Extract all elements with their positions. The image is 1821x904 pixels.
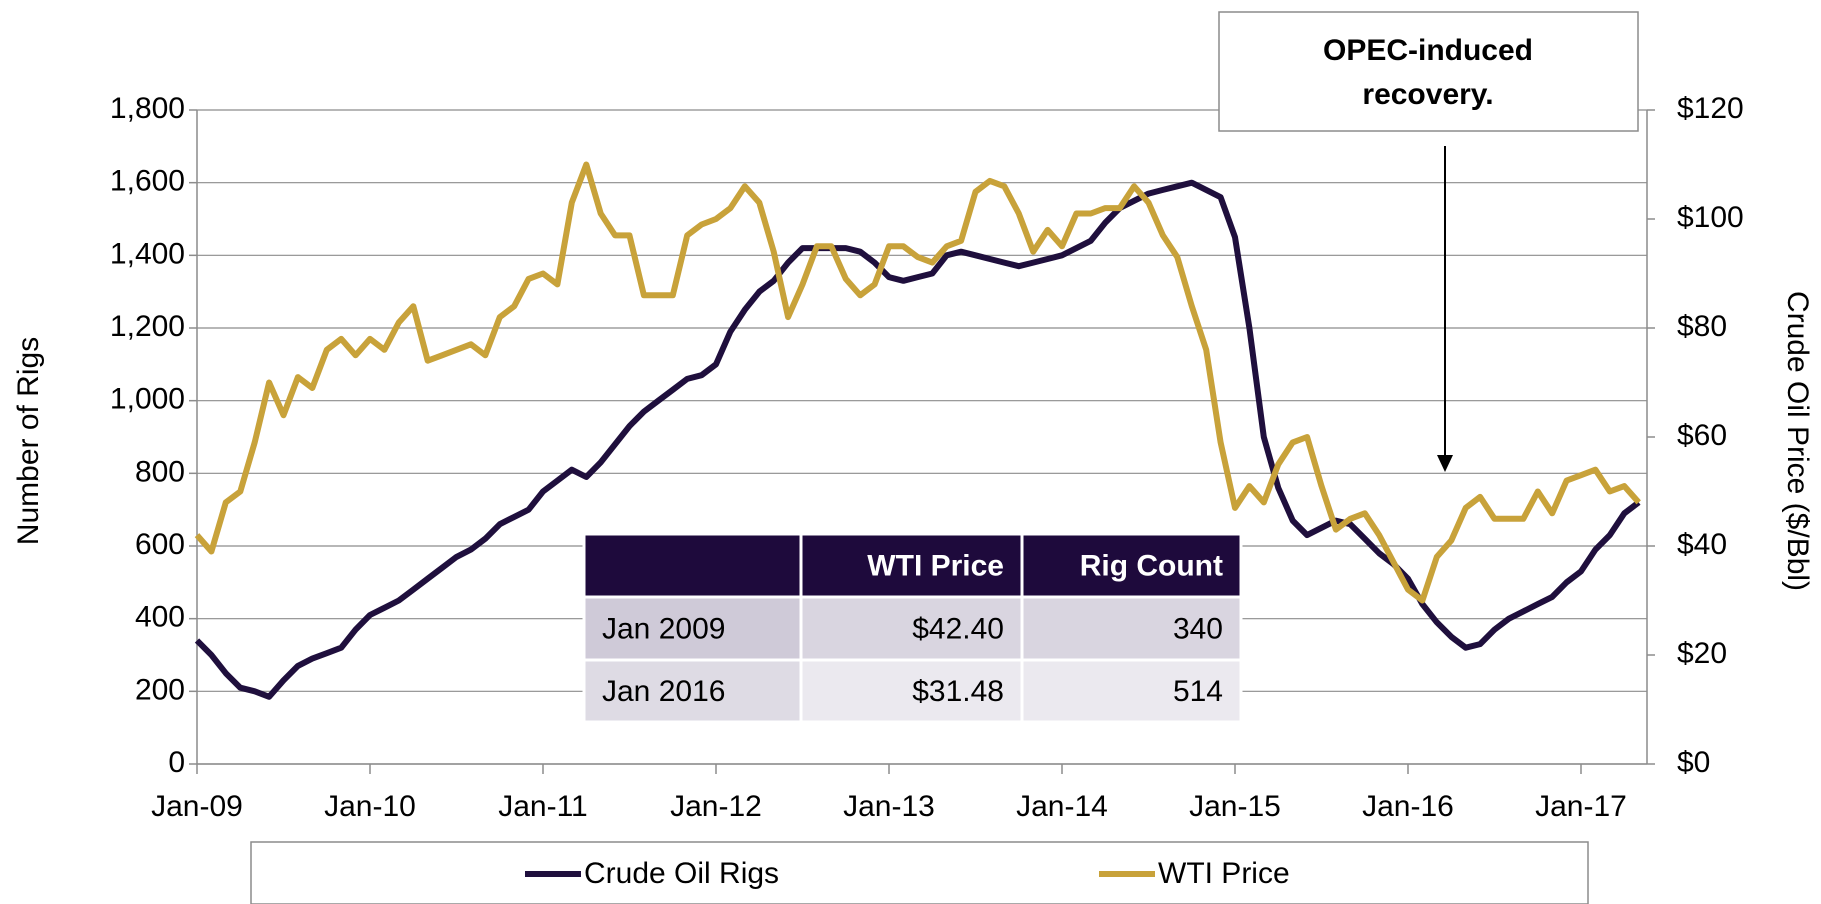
legend: Crude Oil Rigs WTI Price xyxy=(525,857,1290,890)
x-tick-label: Jan-09 xyxy=(151,790,243,823)
y-tick-label: 800 xyxy=(135,455,185,488)
y2-tick-label: $100 xyxy=(1677,201,1744,234)
x-tick-label: Jan-12 xyxy=(670,790,762,823)
y2-tick-label: $80 xyxy=(1677,310,1727,343)
legend-label: WTI Price xyxy=(1158,857,1290,890)
y-tick-label: 400 xyxy=(135,601,185,634)
x-tick-label: Jan-13 xyxy=(843,790,935,823)
y2-tick-label: $60 xyxy=(1677,419,1727,452)
y-tick-label: 1,000 xyxy=(110,383,185,416)
table-cell xyxy=(799,658,1024,724)
table-cell xyxy=(1020,595,1243,662)
y-tick-label: 1,400 xyxy=(110,237,185,270)
annotation-text: recovery. xyxy=(1362,78,1493,111)
y-tick-label: 1,200 xyxy=(110,310,185,343)
table-text: $31.48 xyxy=(912,675,1004,708)
table-header: Rig Count xyxy=(1080,549,1223,582)
x-tick-label: Jan-14 xyxy=(1016,790,1108,823)
x-tick-label: Jan-11 xyxy=(498,790,588,823)
annotation-box xyxy=(1218,11,1639,132)
plot-area: 0 200 400 600 800 1,000 1,200 1,400 1,600 1,800 $0… xyxy=(110,92,1744,823)
y2-tick-label: $120 xyxy=(1677,92,1744,125)
legend-box xyxy=(250,841,1589,904)
y2-tick-label: $0 xyxy=(1677,746,1710,779)
legend-label: Crude Oil Rigs xyxy=(584,857,779,890)
x-tick-label: Jan-15 xyxy=(1189,790,1281,823)
table-cell xyxy=(582,658,803,724)
table-text: Jan 2009 xyxy=(602,612,725,645)
table-text: Jan 2016 xyxy=(602,675,725,708)
table-header-cell xyxy=(582,532,803,599)
table: WTI Price Rig Count Jan 2009 $42.40 340 Jan 2… xyxy=(582,532,1243,724)
table-cell xyxy=(799,595,1024,662)
table-header-cell xyxy=(1020,532,1243,599)
table-text: $42.40 xyxy=(912,612,1004,645)
y2-axis-label: Crude Oil Price ($/Bbl) xyxy=(1781,291,1814,591)
y-tick-label: 1,800 xyxy=(110,92,185,125)
table-header: WTI Price xyxy=(867,549,1004,582)
table-text: 514 xyxy=(1173,675,1223,708)
table-cell xyxy=(1020,658,1243,724)
x-tick-label: Jan-10 xyxy=(324,790,416,823)
arrow-head xyxy=(1437,455,1453,472)
x-tick-label: Jan-16 xyxy=(1362,790,1454,823)
y-tick-label: 600 xyxy=(135,528,185,561)
y-tick-label: 0 xyxy=(168,746,185,779)
y2-tick-label: $20 xyxy=(1677,637,1727,670)
y-tick-label: 1,600 xyxy=(110,165,185,198)
y2-tick-label: $40 xyxy=(1677,528,1727,561)
table-text: 340 xyxy=(1173,612,1223,645)
y-axis-label: Number of Rigs xyxy=(12,337,45,545)
y-tick-label: 200 xyxy=(135,673,185,706)
x-tick-label: Jan-17 xyxy=(1535,790,1627,823)
annotation-text: OPEC-induced xyxy=(1323,34,1533,67)
series-line xyxy=(194,161,1641,604)
